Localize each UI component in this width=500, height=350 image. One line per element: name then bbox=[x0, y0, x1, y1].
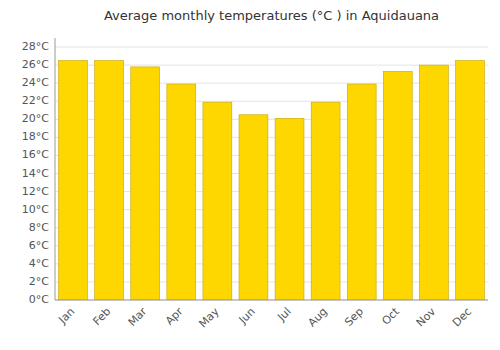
x-tick-label: Jun bbox=[236, 305, 258, 327]
grid-line bbox=[55, 300, 488, 301]
bar bbox=[347, 84, 376, 300]
x-tick-label: Sep bbox=[342, 305, 366, 329]
y-axis: 0°C 2°C 4°C 6°C 8°C 10°C 12°C 14°C 16°C 18°C 20°C 2… bbox=[22, 40, 49, 306]
bar bbox=[203, 102, 232, 300]
x-tick-label: Aug bbox=[305, 305, 329, 329]
x-tick-label: Jul bbox=[274, 305, 293, 324]
x-tick-label: May bbox=[196, 305, 222, 331]
y-tick-label: 22°C bbox=[22, 94, 49, 107]
bar bbox=[131, 67, 160, 300]
y-axis-line bbox=[55, 38, 56, 300]
grid-line bbox=[55, 47, 488, 48]
y-tick-label: 16°C bbox=[22, 148, 49, 161]
x-axis: Jan Feb Mar Apr May Jun Jul Aug Sep Oct Nov Dec bbox=[55, 305, 474, 331]
bar bbox=[239, 115, 268, 300]
bars bbox=[59, 61, 485, 300]
y-tick-label: 10°C bbox=[22, 203, 49, 216]
bar bbox=[456, 61, 485, 300]
chart-svg: 0°C 2°C 4°C 6°C 8°C 10°C 12°C 14°C 16°C 18°C 20°C 2… bbox=[0, 0, 500, 350]
y-tick-label: 28°C bbox=[22, 40, 49, 53]
y-tick-label: 14°C bbox=[22, 167, 49, 180]
bar bbox=[59, 61, 88, 300]
y-tick-label: 24°C bbox=[22, 76, 49, 89]
x-tick-label: Dec bbox=[450, 305, 474, 329]
y-tick-label: 8°C bbox=[29, 221, 49, 234]
y-tick-label: 12°C bbox=[22, 185, 49, 198]
x-axis-line bbox=[55, 300, 488, 301]
y-tick-label: 6°C bbox=[29, 239, 49, 252]
bar bbox=[419, 65, 448, 300]
y-tick-label: 0°C bbox=[29, 293, 49, 306]
x-tick-label: Oct bbox=[379, 305, 402, 328]
bar bbox=[95, 61, 124, 300]
y-tick-label: 26°C bbox=[22, 58, 49, 71]
bar bbox=[311, 102, 340, 300]
bar bbox=[383, 71, 412, 300]
x-tick-label: Apr bbox=[163, 305, 186, 328]
chart-title: Average monthly temperatures (°C ) in Aq… bbox=[104, 8, 439, 23]
y-tick-label: 2°C bbox=[29, 275, 49, 288]
y-tick-label: 20°C bbox=[22, 112, 49, 125]
x-tick-label: Jan bbox=[55, 305, 77, 327]
x-tick-label: Nov bbox=[414, 305, 439, 330]
chart-container: 0°C 2°C 4°C 6°C 8°C 10°C 12°C 14°C 16°C 18°C 20°C 2… bbox=[0, 0, 500, 350]
bar bbox=[275, 118, 304, 300]
grid bbox=[55, 47, 488, 300]
y-tick-label: 4°C bbox=[29, 257, 49, 270]
y-tick-label: 18°C bbox=[22, 130, 49, 143]
x-tick-label: Mar bbox=[126, 305, 150, 329]
x-tick-label: Feb bbox=[90, 305, 113, 328]
bar bbox=[167, 84, 196, 300]
